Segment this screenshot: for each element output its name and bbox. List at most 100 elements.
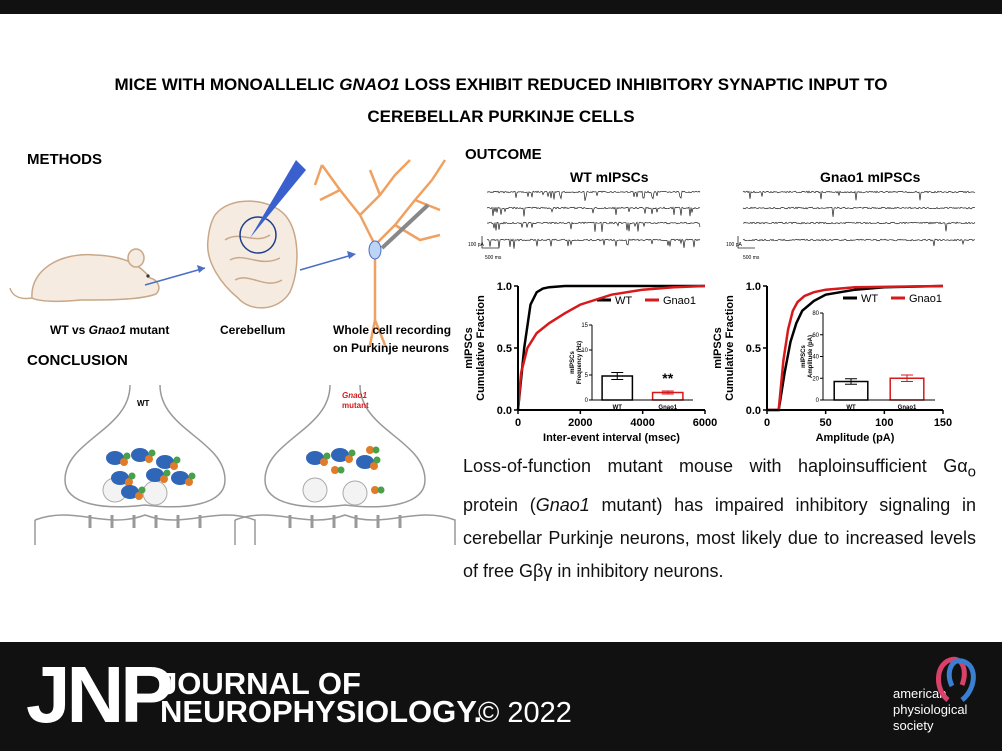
g-beta	[331, 466, 339, 474]
scale-label: 100 pA	[468, 242, 485, 248]
y-tick-label: 80	[812, 311, 819, 317]
electrode	[380, 203, 430, 250]
y-tick-label: 20	[812, 376, 819, 382]
y-axis-label: Amplitude (pA)	[808, 335, 814, 378]
journal-acronym: JNP	[26, 650, 171, 739]
x-tick-label: Gnao1	[658, 405, 677, 411]
title-part: GNAO1	[339, 75, 399, 94]
synapse-mutant	[234, 384, 456, 545]
y-tick-label: 0.0	[497, 405, 512, 417]
trace	[486, 221, 701, 233]
curve	[767, 284, 944, 412]
trace	[742, 190, 976, 201]
footer	[0, 642, 1002, 751]
error-bar	[611, 372, 624, 380]
x-tick-label: 0	[764, 417, 770, 429]
g-beta	[145, 455, 153, 463]
x-axis-label: Amplitude (pA)	[816, 432, 895, 444]
y-tick-label: 0	[585, 398, 589, 404]
y-tick-label: 0.5	[746, 343, 761, 355]
y-axis-label: mIPSCs	[801, 345, 807, 368]
y-axis-label: mIPSCs	[570, 351, 576, 374]
x-tick-label: 2000	[568, 417, 592, 429]
y-axis-label: Cumulative Fraction	[724, 295, 736, 401]
g-alpha	[121, 485, 139, 499]
x-tick-label: 50	[820, 417, 832, 429]
g-gamma	[372, 446, 380, 454]
x-tick-label: 4000	[630, 417, 654, 429]
method-label: Cerebellum	[220, 323, 285, 337]
copyright: © 2022	[478, 697, 572, 729]
g-alpha	[156, 455, 174, 469]
vesicle	[342, 480, 368, 506]
label-part: Gnao1	[89, 323, 127, 337]
pipette	[250, 160, 306, 238]
summary-part: protein (	[463, 494, 536, 515]
y-tick-label: 0.5	[497, 343, 512, 355]
method-label: WT vs Gnao1 mutant	[50, 323, 169, 337]
journal-name: NEUROPHYSIOLOGY.	[160, 694, 482, 729]
y-axis-label: Cumulative Fraction	[475, 295, 487, 401]
g-gamma	[373, 456, 381, 464]
curve	[516, 284, 706, 411]
summary-part: Loss-of-function mutant mouse with haplo…	[463, 456, 958, 476]
g-beta	[320, 458, 328, 466]
g-beta	[185, 478, 193, 486]
society-name: society	[893, 718, 934, 733]
g-gamma	[348, 449, 356, 457]
synapse-label: mutant	[342, 401, 369, 410]
trace	[486, 190, 701, 201]
legend-label: WT	[615, 295, 632, 307]
trace-title: Gnao1 mIPSCs	[820, 169, 921, 185]
method-label: on Purkinje neurons	[333, 341, 449, 355]
x-tick-label: Gnao1	[898, 405, 917, 411]
scale-label: 100 pA	[726, 242, 743, 248]
g-gamma	[148, 449, 156, 457]
soma	[368, 240, 382, 260]
g-gamma	[128, 472, 136, 480]
annotation: **	[662, 370, 673, 386]
g-beta	[160, 475, 168, 483]
label-part: mutant	[126, 323, 169, 337]
error-bar	[901, 374, 913, 383]
g-beta	[370, 462, 378, 470]
g-gamma	[138, 486, 146, 494]
g-alpha	[171, 471, 189, 485]
top-bar	[0, 0, 1002, 14]
arrowhead	[347, 251, 356, 259]
g-gamma	[163, 469, 171, 477]
section-heading: METHODS	[27, 151, 102, 168]
summary-part: Gnao1	[535, 494, 590, 515]
g-beta	[125, 478, 133, 486]
trace	[486, 206, 701, 217]
synapse-outline	[264, 384, 426, 508]
g-gamma	[188, 472, 196, 480]
arrow	[299, 254, 353, 271]
recording-site	[239, 216, 277, 254]
g-gamma	[377, 486, 385, 494]
summary-part: o	[967, 463, 976, 481]
legend-label: Gnao1	[663, 295, 696, 307]
scale-label: 500 ms	[485, 255, 502, 261]
g-gamma	[123, 452, 131, 460]
synapse-label: WT	[137, 399, 150, 408]
trace	[742, 206, 976, 217]
trace-title: WT mIPSCs	[570, 169, 649, 185]
vesicle	[142, 480, 168, 506]
x-tick-label: 100	[875, 417, 893, 429]
summary: Loss-of-function mutant mouse with haplo…	[463, 450, 976, 588]
g-alpha	[106, 451, 124, 465]
g-beta	[371, 486, 379, 494]
brain-illustration	[206, 200, 298, 309]
trace	[486, 238, 701, 249]
title-line: MICE WITH MONOALLELIC GNAO1 LOSS EXHIBIT…	[115, 75, 888, 94]
g-gamma	[173, 456, 181, 464]
y-axis-label: Frequency (Hz)	[577, 341, 583, 384]
g-alpha	[146, 468, 164, 482]
scale-bar	[481, 236, 499, 249]
x-tick-label: 150	[934, 417, 952, 429]
method-label: Whole cell recording	[333, 323, 451, 337]
synapse-wt	[34, 384, 256, 545]
society-logo	[936, 656, 976, 702]
